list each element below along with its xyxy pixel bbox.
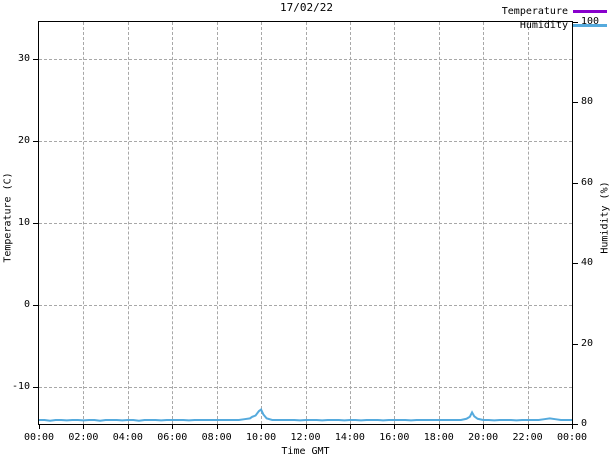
x-axis-tick-label: 12:00 (290, 432, 321, 443)
y-axis-left-tick-label: -10 (11, 381, 30, 393)
x-axis-tick (483, 425, 485, 429)
y-axis-left-tick (33, 387, 38, 389)
y-axis-right-tick (573, 102, 578, 104)
legend-label: Humidity (519, 20, 568, 31)
x-axis-tick (394, 425, 396, 429)
legend-color-swatch (573, 24, 607, 27)
y-axis-right-tick-label: 80 (581, 96, 594, 108)
y-axis-right-tick (573, 424, 578, 425)
gridline-horizontal (39, 305, 572, 307)
y-axis-right-tick (573, 22, 578, 23)
x-axis-tick (349, 425, 351, 429)
series-line-humidity (39, 408, 572, 422)
gridline-horizontal (39, 223, 572, 224)
y-axis-left-tick-label: 0 (23, 299, 30, 311)
x-axis-tick-label: 22:00 (512, 432, 543, 443)
x-axis-tick-label: 00:00 (556, 432, 588, 443)
y-axis-right-title: Humidity (%) (599, 181, 611, 254)
gridline-horizontal (39, 58, 572, 60)
x-axis-tick-label: 14:00 (334, 432, 365, 443)
x-axis-tick-label: 02:00 (68, 432, 99, 443)
x-axis-title: Time GMT (281, 446, 330, 457)
y-axis-left-tick-label: 20 (17, 134, 30, 146)
y-axis-left-title: Temperature (C) (2, 172, 14, 263)
x-axis-tick (172, 425, 174, 429)
gridline-horizontal (39, 140, 572, 142)
x-axis-tick (261, 425, 263, 429)
y-axis-right-tick-label: 60 (581, 176, 594, 188)
x-axis-tick-label: 10:00 (246, 432, 277, 443)
y-axis-left-tick (33, 305, 38, 307)
y-axis-right-tick (573, 182, 578, 184)
x-axis-tick-label: 08:00 (201, 432, 232, 443)
x-axis-tick (438, 425, 440, 429)
gridline-horizontal (39, 387, 572, 389)
x-axis-tick-label: 00:00 (23, 432, 55, 443)
x-axis-tick-label: 20:00 (468, 432, 499, 443)
y-axis-left-tick-label: 10 (17, 217, 30, 228)
y-axis-right-tick (573, 263, 578, 265)
x-axis-tick (527, 425, 529, 429)
x-axis-tick-label: 16:00 (379, 432, 410, 443)
plot-area (38, 21, 573, 425)
y-axis-right-tick-label: 100 (581, 16, 600, 27)
y-axis-right-tick-label: 40 (581, 257, 594, 269)
series-lines (39, 408, 572, 422)
y-axis-left-tick (33, 58, 38, 60)
legend-item-humidity[interactable]: Humidity (520, 20, 607, 31)
gridline-vertical (572, 22, 573, 424)
chart-title: 17/02/22 (280, 1, 333, 14)
x-axis-tick-label: 04:00 (112, 432, 143, 443)
legend-label: Temperature (501, 6, 568, 17)
x-axis-tick (305, 425, 307, 429)
legend-color-swatch (573, 10, 607, 13)
x-axis-tick (127, 425, 129, 429)
chart-legend: Temperature Humidity (502, 6, 607, 31)
x-axis-tick-label: 06:00 (157, 432, 188, 443)
x-axis-tick (216, 425, 218, 429)
y-axis-right-tick-label: 20 (581, 337, 594, 349)
x-axis-tick-label: 18:00 (423, 432, 454, 443)
legend-item-temperature[interactable]: Temperature (502, 6, 607, 17)
y-axis-right-tick (573, 343, 578, 345)
y-axis-left-tick (33, 140, 38, 142)
y-axis-left-tick (33, 223, 38, 224)
y-axis-right-tick-label: 0 (581, 418, 588, 429)
y-axis-left-tick-label: 30 (17, 52, 30, 64)
x-axis-tick (572, 425, 573, 429)
x-axis-tick (39, 425, 40, 429)
x-axis-tick (83, 425, 85, 429)
